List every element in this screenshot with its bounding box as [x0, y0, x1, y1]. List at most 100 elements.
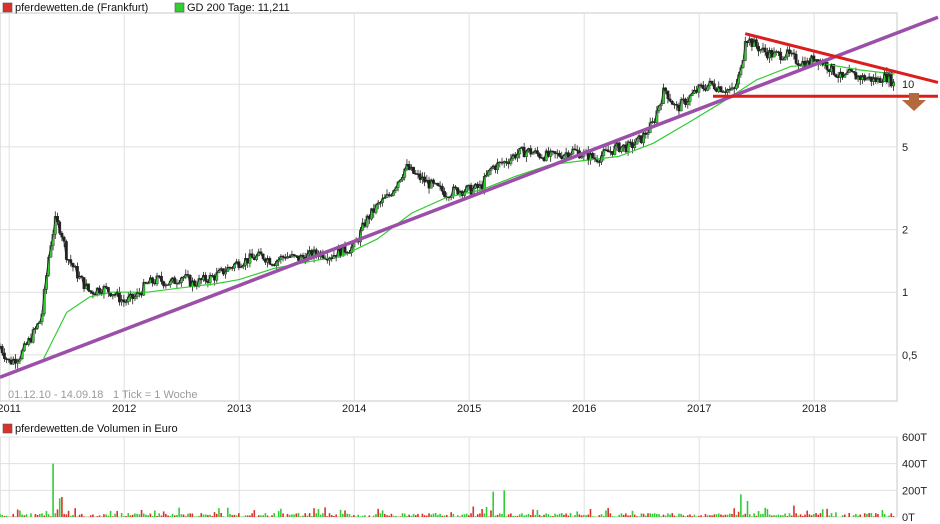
volume-bar [832, 516, 835, 517]
volume-bar [229, 513, 231, 517]
volume-bar [647, 513, 649, 517]
volume-bar [357, 514, 360, 517]
volume-bar [790, 515, 793, 517]
volume-bar [364, 515, 366, 517]
volume-bar [536, 510, 539, 517]
volume-bar [264, 513, 267, 517]
volume-bar [34, 514, 37, 517]
volume-bar [434, 513, 437, 517]
volume-bar [120, 513, 123, 517]
volume-bar [611, 516, 614, 517]
volume-bar [3, 515, 6, 517]
volume-bar [560, 513, 563, 517]
volume-bar [547, 514, 550, 517]
volume-bar [355, 516, 357, 517]
volume-bar [735, 514, 738, 517]
volume-bar [804, 514, 806, 517]
volume-y-tick-label: 400T [902, 459, 927, 471]
volume-bar [330, 515, 333, 517]
volume-bar [251, 513, 253, 517]
volume-bar [671, 513, 674, 517]
volume-bar [852, 515, 855, 517]
volume-bar [428, 513, 430, 517]
volume-bar [191, 513, 194, 517]
volume-bar [784, 513, 786, 517]
volume-bar [262, 515, 264, 517]
volume-bar [392, 515, 395, 517]
volume-bar [149, 513, 152, 517]
volume-bar [98, 515, 101, 517]
volume-bar [483, 513, 486, 517]
volume-bar [742, 514, 744, 517]
volume-bar [609, 513, 612, 517]
volume-bar [651, 513, 654, 517]
volume-bar [808, 514, 811, 517]
volume-bar [138, 514, 141, 517]
volume-bar [700, 515, 702, 517]
volume-bar [74, 508, 76, 517]
volume-bar [552, 516, 554, 517]
volume-bar [479, 513, 481, 517]
volume-bar [474, 516, 477, 517]
volume-bar [89, 515, 92, 517]
volume-bar [868, 513, 870, 517]
volume-bar [151, 516, 154, 517]
volume-bar [751, 516, 753, 517]
volume-bar [103, 514, 105, 517]
volume-bar [319, 514, 322, 517]
volume-bar [297, 512, 300, 517]
volume-bar [636, 516, 638, 517]
volume-bar [872, 516, 875, 517]
volume-bar [724, 514, 727, 517]
volume-bar [280, 508, 282, 517]
volume-bar [107, 515, 110, 517]
volume-bar [81, 513, 83, 517]
volume-bar [368, 515, 371, 517]
volume-bar [653, 513, 656, 517]
volume-bar [204, 514, 207, 517]
volume-bar [286, 513, 289, 517]
volume-bar [518, 514, 521, 517]
volume-bar [642, 513, 645, 517]
volume-bar [771, 515, 773, 517]
legend-swatch-volume [2, 423, 13, 434]
volume-bar [788, 513, 791, 517]
volume-bar [346, 513, 349, 517]
volume-bar [140, 509, 143, 517]
volume-bar [649, 513, 651, 517]
price-y-tick-label: 10 [902, 79, 914, 91]
volume-bar [372, 515, 375, 517]
volume-bar [105, 514, 107, 517]
volume-bar [271, 515, 273, 517]
volume-bar [288, 514, 291, 517]
volume-bar [507, 514, 510, 517]
volume-y-axis: 0T 200T 400T 600T [902, 432, 927, 524]
volume-bar [660, 516, 663, 517]
volume-bar [315, 513, 318, 517]
volume-bar [23, 515, 26, 517]
volume-bar [218, 508, 220, 517]
price-legend: pferdewetten.de (Frankfurt) GD 200 Tage:… [2, 2, 290, 14]
volume-bar [414, 515, 417, 517]
volume-bar [855, 513, 857, 517]
volume-bar [830, 513, 833, 517]
volume-bar [16, 509, 19, 517]
volume-bar [165, 513, 167, 517]
volume-bar [499, 513, 501, 517]
volume-bar [673, 515, 676, 517]
volume-bar [56, 509, 59, 517]
volume-bar [775, 515, 778, 517]
volume-bar [591, 516, 594, 517]
volume-bar [857, 515, 859, 517]
volume-bar [614, 516, 616, 517]
volume-bar [156, 515, 158, 517]
volume-bar [629, 515, 632, 517]
volume-bar [266, 515, 269, 517]
volume-bar [67, 510, 70, 517]
volume-bar [667, 513, 669, 517]
volume-bar [233, 514, 236, 517]
volume-bar [421, 513, 424, 517]
volume-bar [390, 513, 393, 517]
volume-bar [359, 516, 362, 517]
volume-bar [341, 513, 344, 517]
